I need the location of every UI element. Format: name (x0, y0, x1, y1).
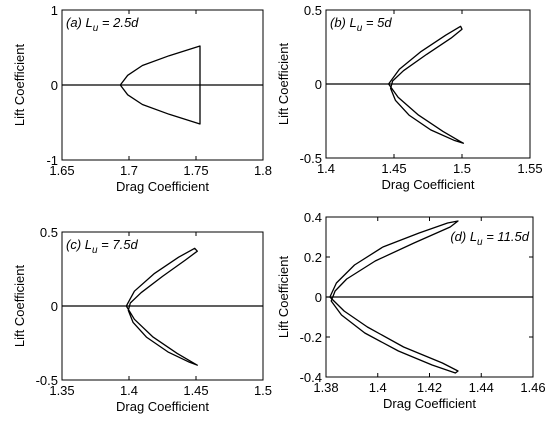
x-axis-label: Drag Coefficient (383, 396, 476, 411)
chart-panel: 1.65 1.7 1.75 1.8 -1 0 1 (a) Lu = 2.5d Drag Coef… (12, 3, 272, 194)
series-line (388, 25, 465, 144)
x-tick-label: 1.45 (381, 161, 406, 176)
x-tick-label: 1.42 (417, 380, 442, 395)
chart-panel: 1.38 1.4 1.42 1.44 1.46 -0.4 -0.2 0 0.2 0.4 (d) Lu… (276, 210, 546, 411)
y-tick-label: 0.2 (304, 250, 322, 265)
panel-annotation: (c) Lu = 7.5d (66, 237, 138, 256)
x-tick-label: 1.38 (313, 380, 338, 395)
series-line (125, 247, 198, 366)
x-tick-label: 1.75 (183, 163, 208, 178)
series-line (329, 220, 459, 374)
x-tick-label: 1.5 (254, 383, 272, 398)
panel-annotation: (d) Lu = 11.5d (450, 229, 529, 248)
x-tick-label: 1.44 (469, 380, 494, 395)
panel-annotation: (a) Lu = 2.5d (66, 15, 139, 34)
y-tick-label: 0.4 (304, 210, 322, 225)
x-axis-label: Drag Coefficient (382, 177, 475, 192)
x-axis-label: Drag Coefficient (116, 399, 209, 414)
x-tick-label: 1.4 (120, 383, 138, 398)
y-axis-label: Lift Coefficient (12, 265, 27, 348)
x-tick-label: 1.4 (317, 161, 335, 176)
x-tick-label: 1.45 (183, 383, 208, 398)
y-tick-label: 0 (315, 290, 322, 305)
x-tick-label: 1.35 (49, 383, 74, 398)
chart-panel: 1.35 1.4 1.45 1.5 -0.5 0 0.5 (c) Lu = 7.5d Drag … (12, 225, 272, 414)
y-tick-label: -0.2 (300, 330, 322, 345)
x-tick-label: 1.55 (517, 161, 542, 176)
y-tick-label: 0.5 (40, 225, 58, 240)
y-tick-label: -0.5 (36, 373, 58, 388)
panel-annotation: (b) Lu = 5d (330, 15, 392, 34)
y-tick-label: 0 (51, 78, 58, 93)
x-tick-label: 1.5 (453, 161, 471, 176)
y-tick-label: -0.5 (300, 151, 322, 166)
y-axis-label: Lift Coefficient (276, 43, 291, 126)
x-tick-label: 1.46 (520, 380, 545, 395)
y-tick-label: -0.4 (300, 370, 322, 385)
y-tick-label: 1 (51, 3, 58, 18)
chart-panel: 1.4 1.45 1.5 1.55 -0.5 0 0.5 (b) Lu = 5d Drag Co… (276, 3, 543, 192)
x-tick-label: 1.4 (369, 380, 387, 395)
x-axis-label: Drag Coefficient (116, 179, 209, 194)
series-line (119, 45, 201, 125)
y-tick-label: 0 (51, 299, 58, 314)
x-tick-label: 1.8 (254, 163, 272, 178)
y-tick-label: 0 (315, 77, 322, 92)
y-axis-label: Lift Coefficient (12, 44, 27, 127)
x-tick-label: 1.7 (120, 163, 138, 178)
x-tick-label: 1.65 (49, 163, 74, 178)
y-tick-label: -1 (46, 153, 58, 168)
y-axis-label: Lift Coefficient (276, 256, 291, 339)
y-tick-label: 0.5 (304, 3, 322, 18)
